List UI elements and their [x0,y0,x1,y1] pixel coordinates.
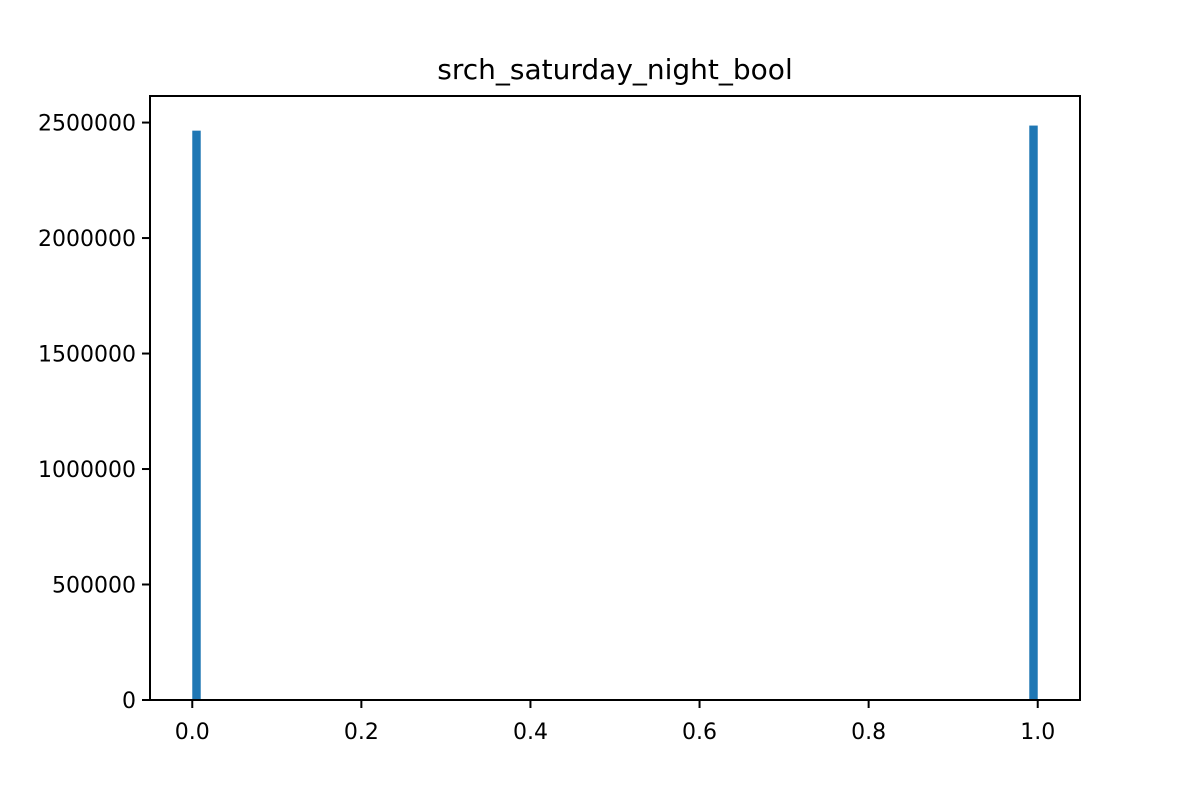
x-tick-label: 0.0 [175,720,210,745]
histogram-bar [192,130,201,701]
y-tick-label: 500000 [52,574,136,599]
y-tick-label: 1000000 [38,458,136,483]
y-axis: 0 500000 1000000 1500000 2000000 2500000 [38,112,150,714]
histogram-bars [192,125,1038,701]
plot-area: 0.0 0.2 0.4 0.6 0.8 1.0 0 500000 1000000 1500000… [38,95,1081,745]
x-tick-label: 0.4 [513,720,548,745]
x-axis: 0.0 0.2 0.4 0.6 0.8 1.0 [175,700,1055,745]
y-tick-label: 1500000 [38,343,136,368]
chart-title: srch_saturday_night_bool [437,53,792,86]
plot-frame [149,95,1081,701]
histogram-bar [1029,125,1038,700]
y-tick-label: 2500000 [38,112,136,137]
x-tick-label: 1.0 [1020,720,1055,745]
x-tick-label: 0.8 [851,720,886,745]
y-tick-label: 0 [122,689,136,714]
y-tick-label: 2000000 [38,227,136,252]
x-tick-label: 0.6 [682,720,717,745]
x-tick-label: 0.2 [344,720,379,745]
